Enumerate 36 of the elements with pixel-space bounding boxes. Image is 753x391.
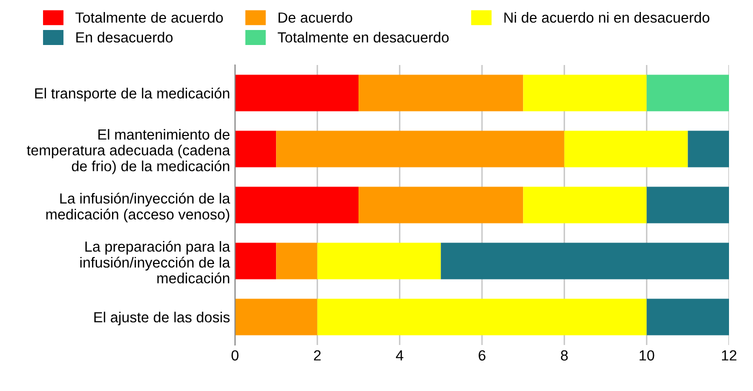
y-tick-label: El mantenimiento de temperatura adecuada (cadena de frio) de la medicación: [26, 128, 230, 174]
legend-label: De acuerdo: [278, 12, 352, 23]
x-tick-label: 4: [396, 350, 404, 360]
bar: [276, 242, 318, 280]
x-tick-label: 12: [722, 350, 736, 360]
bar: [235, 130, 276, 168]
bar: [235, 186, 358, 224]
y-tick-label: El transporte de la medicación: [35, 88, 230, 102]
x-tick-label: 0: [232, 350, 238, 361]
bar: [317, 242, 441, 280]
legend-label: Ni de acuerdo ni en desacuerdo: [504, 12, 710, 23]
bar: [235, 298, 318, 336]
bar: [523, 186, 647, 224]
legend-label: En desacuerdo: [76, 32, 173, 43]
x-tick-label: 10: [640, 350, 654, 361]
bar: [358, 186, 524, 224]
bar: [235, 74, 358, 112]
bar: [317, 298, 647, 336]
legend-label: Totalmente en desacuerdo: [278, 32, 449, 43]
x-tick-label: 8: [560, 350, 568, 361]
bar: [276, 130, 564, 168]
bar: [358, 74, 524, 112]
bar: [646, 186, 729, 224]
bar: [523, 74, 647, 112]
bar: [646, 298, 729, 336]
bar: [440, 242, 729, 280]
legend-label: Totalmente de acuerdo: [75, 12, 223, 23]
bar: [688, 130, 729, 168]
bar: [646, 74, 729, 112]
y-tick-label: El ajuste de las dosis: [94, 312, 230, 326]
bar: [564, 130, 688, 168]
x-tick-label: 2: [314, 350, 321, 360]
y-tick-label: La preparación para la infusión/inyección de la medicación: [80, 240, 230, 284]
y-tick-label: La infusión/inyección de la medicación (acceso venoso): [46, 192, 230, 222]
x-tick-label: 6: [478, 350, 486, 361]
bar: [235, 242, 276, 280]
